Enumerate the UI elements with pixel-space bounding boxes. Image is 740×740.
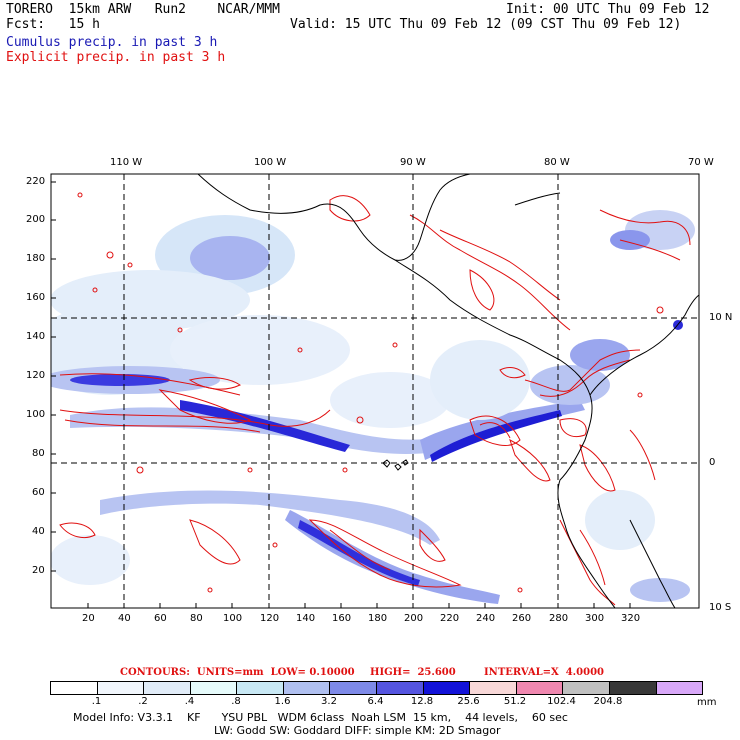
x-tick-label: 180 bbox=[368, 613, 388, 624]
colorbar-label: 204.8 bbox=[593, 696, 623, 707]
colorbar-segment bbox=[143, 682, 190, 694]
lat-label-10n: 10 N bbox=[709, 312, 733, 323]
colorbar-label: 102.4 bbox=[547, 696, 576, 707]
precip-colorbar bbox=[50, 681, 703, 695]
x-tick-label: 220 bbox=[440, 613, 460, 624]
forecast-hour: Fcst: 15 h bbox=[6, 17, 100, 32]
physics-info: LW: Godd SW: Goddard DIFF: simple KM: 2D… bbox=[214, 724, 501, 737]
x-tick-label: 320 bbox=[621, 613, 641, 624]
y-tick-label: 100 bbox=[26, 409, 46, 420]
y-tick-label: 20 bbox=[32, 565, 45, 576]
x-tick-label: 260 bbox=[512, 613, 532, 624]
lon-label-110w: 110 W bbox=[110, 157, 143, 168]
colorbar-segment bbox=[329, 682, 377, 694]
colorbar-segment bbox=[189, 682, 237, 694]
cumulus-field-label: Cumulus precip. in past 3 h bbox=[6, 35, 218, 50]
lat-label-10s: 10 S bbox=[709, 602, 732, 613]
model-title: TORERO 15km ARW Run2 NCAR/MMM bbox=[6, 2, 280, 17]
colorbar-label: .1 bbox=[91, 696, 102, 707]
colorbar-label: 1.6 bbox=[274, 696, 291, 707]
model-info: Model Info: V3.3.1 KF YSU PBL WDM 6class… bbox=[73, 711, 568, 724]
colorbar-label: 12.8 bbox=[410, 696, 434, 707]
y-tick-label: 80 bbox=[32, 448, 45, 459]
colorbar-label: .2 bbox=[138, 696, 148, 707]
x-tick-label: 80 bbox=[190, 613, 203, 624]
lon-label-70w: 70 W bbox=[688, 157, 714, 168]
y-tick-label: 40 bbox=[32, 526, 45, 537]
x-tick-label: 160 bbox=[332, 613, 352, 624]
colorbar-segment bbox=[608, 682, 656, 694]
x-tick-label: 280 bbox=[549, 613, 569, 624]
x-tick-label: 100 bbox=[223, 613, 243, 624]
y-tick-label: 180 bbox=[26, 253, 46, 264]
y-tick-label: 60 bbox=[32, 487, 45, 498]
explicit-field-label: Explicit precip. in past 3 h bbox=[6, 50, 226, 65]
x-tick-label: 120 bbox=[260, 613, 280, 624]
colorbar-label: .8 bbox=[231, 696, 241, 707]
lon-label-90w: 90 W bbox=[400, 157, 426, 168]
coastlines bbox=[197, 174, 699, 608]
contour-interval: INTERVAL=X 4.0000 bbox=[484, 667, 604, 678]
map-frame bbox=[50, 173, 700, 609]
colorbar-labels: .1 .2 .4 .8 1.6 3.2 6.4 12.8 25.6 51.2 102.4 204.8 bbox=[50, 696, 701, 708]
init-time: Init: 00 UTC Thu 09 Feb 12 bbox=[506, 2, 710, 17]
colorbar-label: 6.4 bbox=[367, 696, 384, 707]
y-tick-label: 200 bbox=[26, 214, 46, 225]
colorbar-segment bbox=[515, 682, 563, 694]
colorbar-segment bbox=[422, 682, 470, 694]
map-layers bbox=[51, 174, 699, 608]
x-tick-label: 40 bbox=[118, 613, 131, 624]
colorbar-segment bbox=[96, 682, 144, 694]
cumulus-precip-shading bbox=[51, 210, 695, 604]
colorbar-label: 51.2 bbox=[503, 696, 527, 707]
lat-lon-grid bbox=[51, 174, 699, 608]
x-tick-label: 60 bbox=[154, 613, 167, 624]
colorbar-segment bbox=[376, 682, 423, 694]
y-tick-label: 160 bbox=[26, 292, 46, 303]
colorbar-label: 25.6 bbox=[457, 696, 480, 707]
axis-ticks bbox=[51, 181, 631, 608]
y-tick-label: 220 bbox=[26, 176, 46, 187]
colorbar-units: mm bbox=[697, 697, 717, 708]
x-tick-label: 20 bbox=[82, 613, 95, 624]
lon-label-80w: 80 W bbox=[544, 157, 570, 168]
x-tick-label: 240 bbox=[476, 613, 496, 624]
colorbar-segment bbox=[51, 682, 97, 694]
colorbar-label: .4 bbox=[184, 696, 195, 707]
y-tick-label: 120 bbox=[26, 370, 46, 381]
colorbar-label: 3.2 bbox=[321, 696, 337, 707]
contour-high: HIGH= 25.600 bbox=[370, 667, 456, 678]
lat-label-0: 0 bbox=[709, 457, 716, 468]
colorbar-segment bbox=[562, 682, 609, 694]
y-tick-label: 140 bbox=[26, 331, 46, 342]
colorbar-segment bbox=[469, 682, 516, 694]
x-tick-label: 140 bbox=[296, 613, 316, 624]
valid-time: Valid: 15 UTC Thu 09 Feb 12 (09 CST Thu … bbox=[290, 17, 682, 32]
contour-units-low: CONTOURS: UNITS=mm LOW= 0.10000 bbox=[120, 667, 355, 678]
colorbar-segment bbox=[236, 682, 283, 694]
x-tick-label: 200 bbox=[404, 613, 424, 624]
lon-label-100w: 100 W bbox=[254, 157, 287, 168]
x-tick-label: 300 bbox=[585, 613, 605, 624]
colorbar-segment bbox=[655, 682, 703, 694]
colorbar-segment bbox=[282, 682, 330, 694]
